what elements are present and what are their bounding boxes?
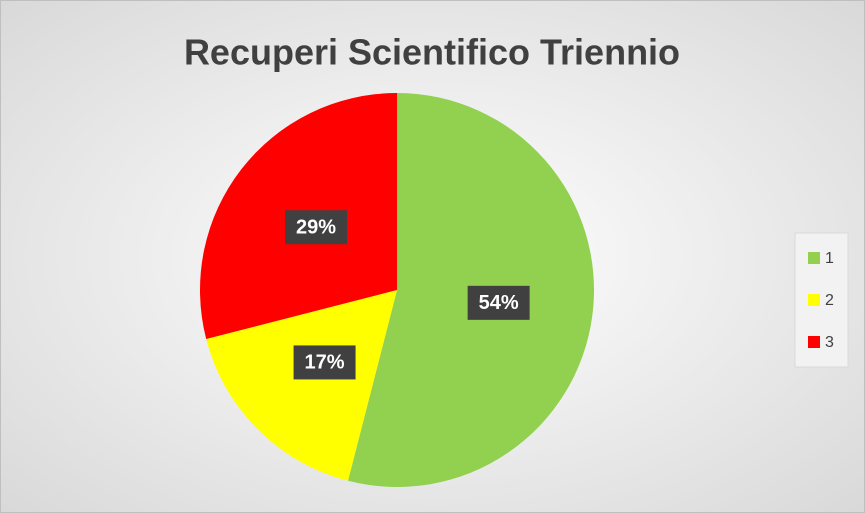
legend-label: 3 [825, 334, 834, 351]
pie-slice [206, 290, 397, 481]
legend-label: 1 [825, 250, 834, 267]
legend-swatch [808, 252, 820, 264]
data-label-box [467, 285, 530, 320]
data-label: 29% [296, 216, 336, 238]
data-label-box [285, 210, 348, 245]
data-label-box [293, 345, 356, 380]
data-label: 17% [305, 352, 345, 374]
legend-swatch [808, 336, 820, 348]
legend-label: 2 [825, 292, 834, 309]
legend [794, 232, 849, 368]
chart-title: Recuperi Scientifico Triennio [184, 32, 680, 73]
legend-swatch [808, 294, 820, 306]
data-label: 54% [479, 292, 519, 314]
